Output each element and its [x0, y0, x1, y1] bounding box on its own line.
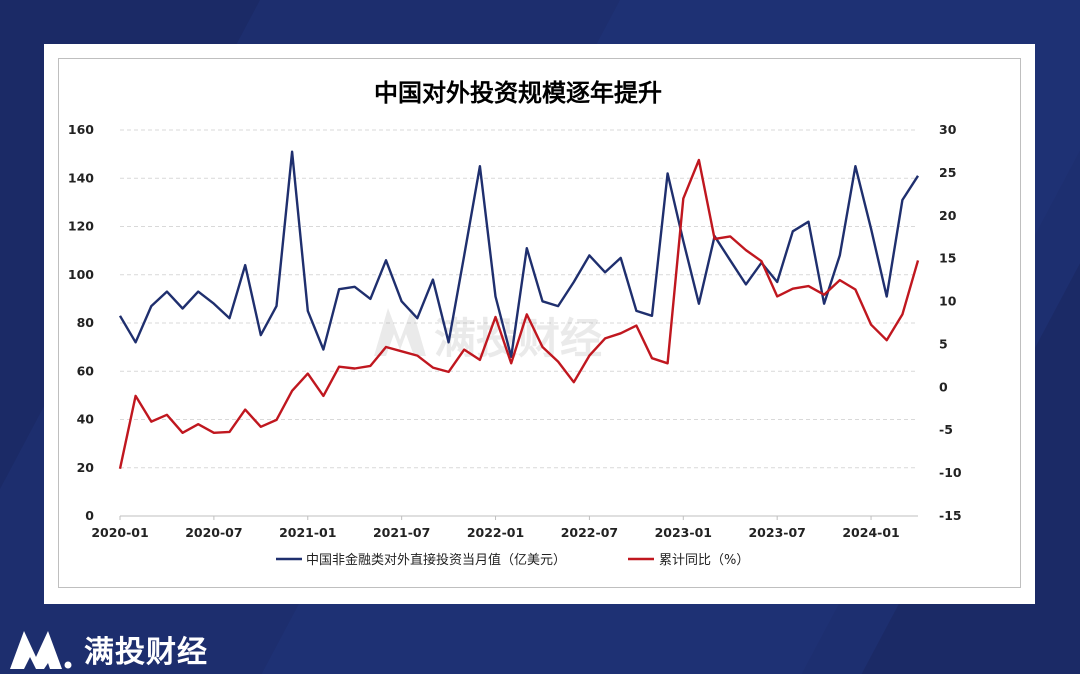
y-right-tick-label: -5 [939, 422, 953, 437]
series-line-direct-investment [118, 150, 920, 358]
y-left-tick-label: 140 [68, 170, 94, 185]
chart-title: 中国对外投资规模逐年提升 [374, 78, 662, 107]
y-left-tick-label: 40 [77, 412, 95, 427]
line-chart: 满投财经 中国对外投资规模逐年提升 020406080100120140160-… [68, 78, 962, 568]
x-tick-label: 2023-01 [655, 525, 712, 540]
brand-name: 满投财经 [84, 635, 208, 670]
series-line-yoy [118, 158, 920, 470]
x-tick-label: 2020-07 [185, 525, 242, 540]
x-tick-label: 2020-01 [91, 525, 148, 540]
y-right-tick-label: -10 [939, 465, 962, 480]
y-right-tick-label: 15 [939, 251, 956, 266]
x-tick-label: 2022-01 [467, 525, 524, 540]
axes-layer: 0 20 40 60 80 100 120 140 160 -15 -10 -5 0 5 10 15 20 25 3… [68, 122, 962, 540]
y-left-tick-label: 160 [68, 122, 94, 137]
x-tick-label: 2021-01 [279, 525, 336, 540]
watermark-logo-icon [374, 308, 426, 356]
y-left-tick-label: 120 [68, 219, 94, 234]
y-right-tick-label: 20 [939, 208, 957, 223]
series-layer [118, 150, 920, 470]
y-left-tick-label: 0 [85, 508, 94, 523]
y-right-tick-label: 30 [939, 122, 957, 137]
brand-logo: 满投财经 [8, 628, 208, 670]
y-right-tick-label: 25 [939, 165, 956, 180]
y-right-tick-label: 10 [939, 294, 957, 309]
y-right-tick-label: 0 [939, 379, 948, 394]
legend-label-blue: 中国非金融类对外直接投资当月值（亿美元） [306, 552, 566, 568]
y-right-tick-label: 5 [939, 336, 948, 351]
y-left-tick-label: 80 [77, 315, 95, 330]
y-left-tick-label: 60 [77, 363, 95, 378]
x-tick-label: 2023-07 [748, 525, 805, 540]
x-tick-label: 2022-07 [561, 525, 618, 540]
y-right-tick-label: -15 [939, 508, 962, 523]
x-tick-label: 2024-01 [842, 525, 899, 540]
legend-label-red: 累计同比（%） [659, 553, 749, 568]
chart-card: 满投财经 中国对外投资规模逐年提升 0 20 40 60 80 100 120 140 160-… [44, 44, 1035, 604]
x-tick-label: 2021-07 [373, 525, 430, 540]
y-left-tick-label: 20 [77, 460, 95, 475]
legend: 中国非金融类对外直接投资当月值（亿美元） 累计同比（%） [276, 552, 749, 568]
y-left-tick-label: 100 [68, 267, 94, 282]
chart-frame [58, 58, 1021, 588]
brand-logo-icon [10, 631, 72, 669]
